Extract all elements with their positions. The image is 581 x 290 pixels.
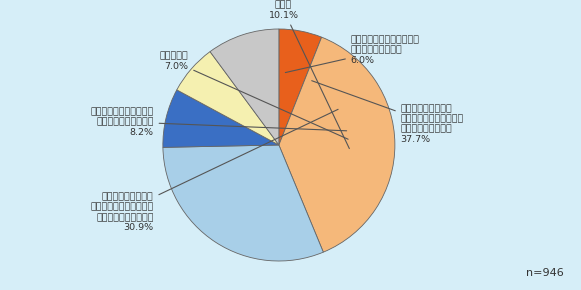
Text: わからない
7.0%: わからない 7.0% <box>160 52 348 139</box>
Wedge shape <box>163 90 279 147</box>
Wedge shape <box>279 37 395 252</box>
Wedge shape <box>177 52 279 145</box>
Text: n=946: n=946 <box>526 269 564 278</box>
Text: 国民は，科学者・技術者を
信頼していると思う
6.0%: 国民は，科学者・技術者を 信頼していると思う 6.0% <box>285 35 420 72</box>
Text: どちらかといえば，
国民は科学者・技術者を
信頼していると思う
37.7%: どちらかといえば， 国民は科学者・技術者を 信頼していると思う 37.7% <box>312 81 464 144</box>
Wedge shape <box>163 145 323 261</box>
Text: 国民は科学者・技術者を
信頼していないと思う
8.2%: 国民は科学者・技術者を 信頼していないと思う 8.2% <box>91 107 347 137</box>
Text: どちらかといえば，
国民は科学者・技術者を
信頼していないと思う
30.9%: どちらかといえば， 国民は科学者・技術者を 信頼していないと思う 30.9% <box>91 109 338 232</box>
Wedge shape <box>210 29 279 145</box>
Wedge shape <box>279 29 322 145</box>
Text: 無回答
10.1%: 無回答 10.1% <box>268 0 349 148</box>
